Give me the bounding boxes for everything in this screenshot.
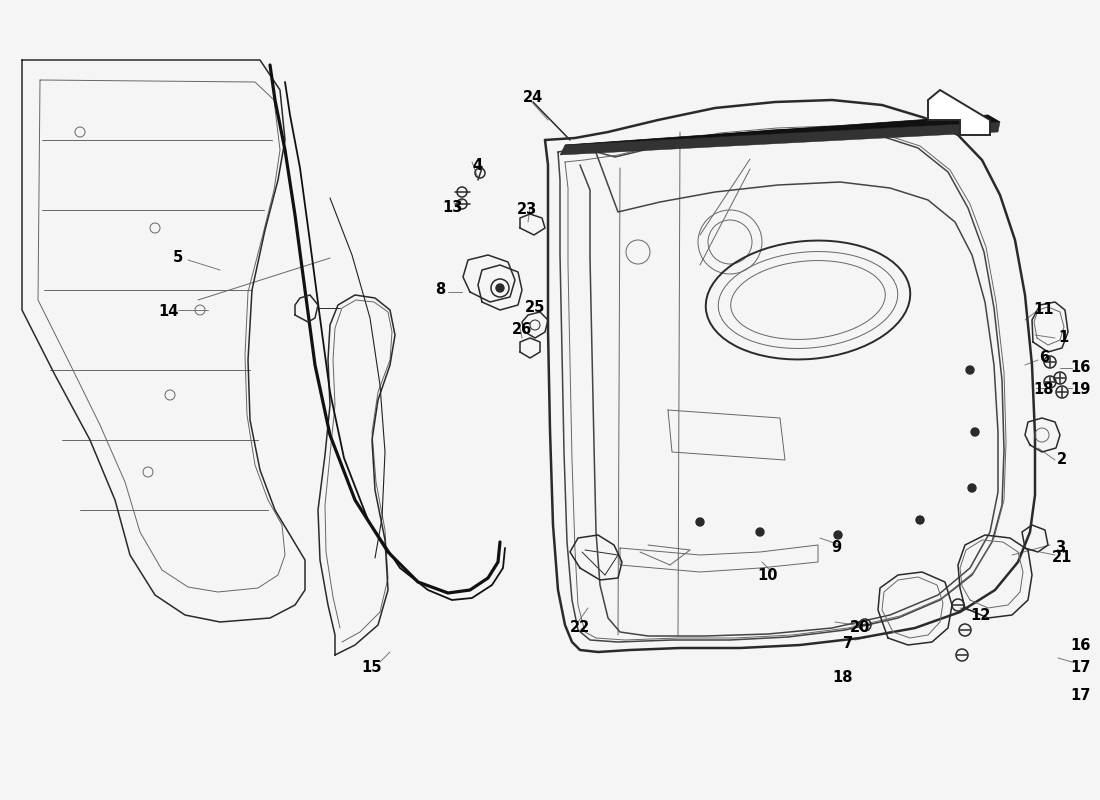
Text: 2: 2 [1057,453,1067,467]
Text: 10: 10 [758,569,779,583]
Circle shape [834,531,842,539]
Text: 17: 17 [1070,661,1090,675]
Polygon shape [565,115,1000,152]
Circle shape [916,516,924,524]
Circle shape [496,284,504,292]
Text: 18: 18 [1034,382,1054,398]
Text: 18: 18 [833,670,854,686]
Text: 15: 15 [362,661,383,675]
Text: 14: 14 [157,305,178,319]
Text: 4: 4 [472,158,482,173]
Text: 7: 7 [843,635,854,650]
Circle shape [968,484,976,492]
Text: 8: 8 [434,282,446,298]
Text: 13: 13 [442,201,462,215]
Text: 12: 12 [970,607,990,622]
Polygon shape [560,122,1000,155]
Text: 19: 19 [1070,382,1090,398]
Polygon shape [928,90,990,135]
Text: 5: 5 [173,250,183,266]
Text: 17: 17 [1070,687,1090,702]
Text: 22: 22 [570,621,590,635]
Circle shape [696,518,704,526]
Circle shape [971,428,979,436]
Text: 24: 24 [522,90,543,106]
Text: 20: 20 [850,621,870,635]
Text: 11: 11 [1034,302,1054,318]
Text: 23: 23 [517,202,537,218]
Text: 16: 16 [1070,361,1090,375]
Circle shape [756,528,764,536]
Text: 25: 25 [525,301,546,315]
Circle shape [966,366,974,374]
Text: 21: 21 [1052,550,1072,566]
Text: 3: 3 [1055,541,1065,555]
Text: 1: 1 [1058,330,1068,346]
Text: 6: 6 [1038,350,1049,366]
Text: 9: 9 [830,541,842,555]
Text: 16: 16 [1070,638,1090,653]
Text: 26: 26 [512,322,532,338]
